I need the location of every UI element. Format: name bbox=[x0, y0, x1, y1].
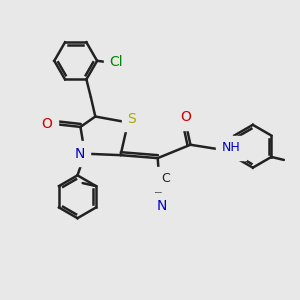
Text: S: S bbox=[127, 112, 136, 126]
Text: NH: NH bbox=[222, 141, 240, 154]
Text: N: N bbox=[74, 147, 85, 161]
Text: O: O bbox=[181, 110, 191, 124]
Text: N: N bbox=[157, 199, 167, 213]
Text: Cl: Cl bbox=[110, 55, 123, 69]
Text: C: C bbox=[161, 172, 170, 185]
Text: O: O bbox=[42, 117, 52, 131]
